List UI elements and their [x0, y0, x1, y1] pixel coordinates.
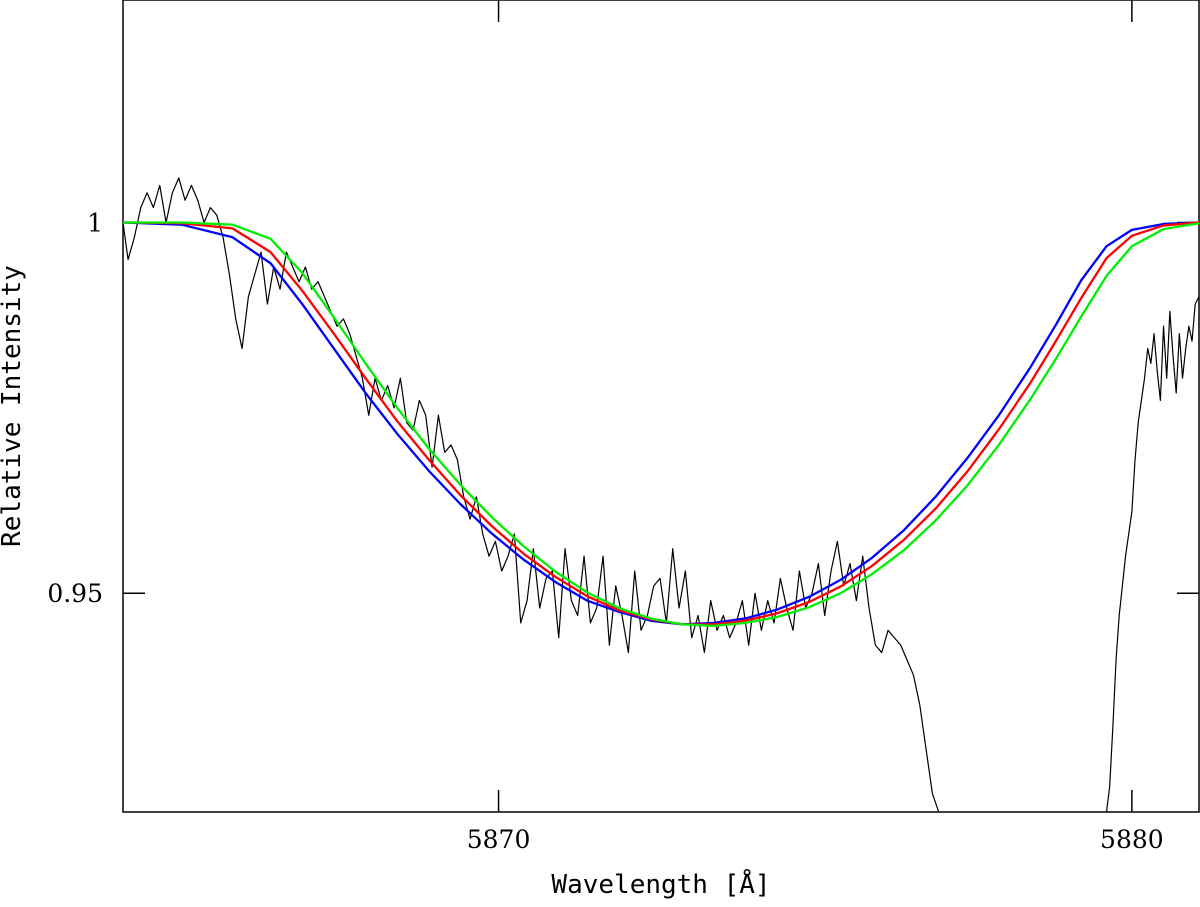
y-tick-label: 1	[87, 208, 103, 237]
series-layer	[123, 177, 1199, 812]
series-line-4	[123, 221, 1199, 628]
axis-ticks	[123, 0, 1199, 812]
y-tick-label: 0.95	[47, 579, 103, 608]
tick-labels: 5870 5880 1 0.95	[47, 208, 1163, 854]
series-line-1	[1105, 296, 1199, 812]
y-axis-title: Relative Intensity	[0, 265, 27, 547]
x-axis-title: Wavelength [Å]	[551, 868, 770, 900]
series-line-2	[123, 221, 1199, 626]
x-tick-label: 5870	[467, 825, 531, 854]
series-line-0	[123, 177, 940, 812]
plot-frame	[122, 0, 1200, 813]
x-tick-label: 5880	[1100, 825, 1164, 854]
